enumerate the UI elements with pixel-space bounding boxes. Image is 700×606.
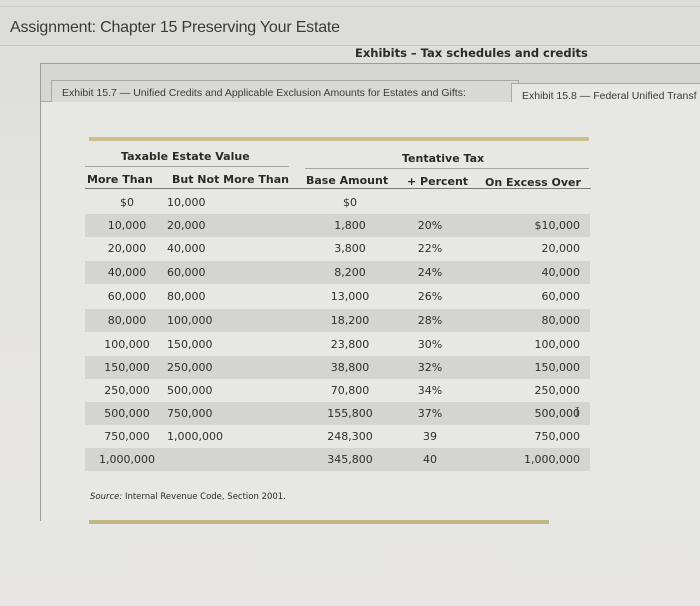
cell-percent: 24% xyxy=(417,266,443,279)
cell-but-not-more-than: 100,000 xyxy=(167,314,213,327)
group-header-underline xyxy=(85,166,289,167)
cell-more-than: 10,000 xyxy=(107,219,147,232)
cell-base-amount: 155,800 xyxy=(327,407,373,420)
assignment-title: Assignment: Chapter 15 Preserving Your E… xyxy=(10,19,340,36)
table-row: 20,000 40,000 3,800 22% 20,000 xyxy=(85,237,590,260)
cell-on-excess-over: 750,000 xyxy=(534,430,581,443)
exhibit-content: Taxable Estate Value Tentative Tax More … xyxy=(41,102,700,524)
cell-more-than: $0 xyxy=(120,196,134,209)
cell-percent: 26% xyxy=(417,290,443,303)
cell-percent: 30% xyxy=(417,338,443,351)
cell-base-amount: 1,800 xyxy=(334,219,366,232)
table-row: 250,000 500,000 70,800 34% 250,000 xyxy=(85,379,590,402)
table-row: 150,000 250,000 38,800 32% 150,000 xyxy=(85,356,590,379)
cell-base-amount: 13,000 xyxy=(330,290,370,303)
table-row: 80,000 100,000 18,200 28% 80,000 xyxy=(85,309,590,332)
column-header-on-excess-over: On Excess Over xyxy=(485,176,581,189)
cell-percent: 28% xyxy=(417,314,443,327)
cell-more-than: 60,000 xyxy=(107,290,147,303)
cell-base-amount: 3,800 xyxy=(334,242,366,255)
top-accent-rule xyxy=(89,137,589,141)
cell-on-excess-over: 60,000 xyxy=(541,290,581,303)
cell-on-excess-over: 1,000,000 xyxy=(524,453,580,466)
group-header-tentative-tax: Tentative Tax xyxy=(402,152,485,165)
cell-percent: 20% xyxy=(417,219,443,232)
cell-percent: 37% xyxy=(417,407,443,420)
source-text: Internal Revenue Code, Section 2001. xyxy=(122,492,286,502)
cell-more-than: 80,000 xyxy=(107,314,147,327)
cell-more-than: 250,000 xyxy=(104,384,150,397)
column-header-percent: + Percent xyxy=(407,175,469,188)
source-note: Source: Internal Revenue Code, Section 2… xyxy=(90,492,286,502)
cell-on-excess-over: 150,000 xyxy=(534,361,581,374)
cell-base-amount: 18,200 xyxy=(330,314,370,327)
text-cursor-icon: I xyxy=(575,405,580,419)
cell-on-excess-over: 40,000 xyxy=(541,266,581,279)
cell-but-not-more-than: 150,000 xyxy=(167,338,213,351)
cell-more-than: 150,000 xyxy=(104,361,150,374)
table-row: 100,000 150,000 23,800 30% 100,000 xyxy=(85,333,590,356)
cell-percent: 40 xyxy=(423,453,437,466)
exhibit-panel: Exhibit 15.7 — Unified Credits and Appli… xyxy=(40,63,700,524)
cell-percent: 34% xyxy=(417,384,443,397)
cell-more-than: 750,000 xyxy=(104,430,150,443)
exhibits-heading: Exhibits – Tax schedules and credits xyxy=(355,46,588,60)
cell-but-not-more-than: 80,000 xyxy=(167,290,206,303)
header-bottom-rule xyxy=(85,188,591,189)
cell-but-not-more-than: 250,000 xyxy=(167,361,213,374)
cell-percent: 39 xyxy=(423,430,437,443)
cell-base-amount: $0 xyxy=(343,196,357,209)
cell-on-excess-over: $10,000 xyxy=(534,219,581,232)
table-row: 40,000 60,000 8,200 24% 40,000 xyxy=(85,261,590,284)
cell-base-amount: 8,200 xyxy=(334,266,366,279)
cell-base-amount: 38,800 xyxy=(330,361,370,374)
cell-but-not-more-than: 1,000,000 xyxy=(167,430,223,443)
table-row: $0 10,000 $0 xyxy=(85,191,590,214)
column-header-but-not-more-than: But Not More Than xyxy=(172,173,289,186)
cell-more-than: 1,000,000 xyxy=(99,453,155,466)
cell-but-not-more-than: 750,000 xyxy=(167,407,213,420)
cell-on-excess-over: 100,000 xyxy=(534,338,581,351)
cell-but-not-more-than: 10,000 xyxy=(167,196,206,209)
cell-more-than: 40,000 xyxy=(107,266,147,279)
cell-base-amount: 345,800 xyxy=(327,453,373,466)
cell-percent: 22% xyxy=(417,242,443,255)
cell-base-amount: 248,300 xyxy=(327,430,373,443)
bottom-accent-rule xyxy=(89,520,549,524)
group-header-underline xyxy=(305,168,589,169)
cell-but-not-more-than: 40,000 xyxy=(167,242,206,255)
cell-but-not-more-than: 20,000 xyxy=(167,219,206,232)
table-row: 750,000 1,000,000 248,300 39 750,000 xyxy=(85,425,590,448)
table-row: 10,000 20,000 1,800 20% $10,000 xyxy=(85,214,590,237)
assignment-title-bar: Assignment: Chapter 15 Preserving Your E… xyxy=(0,6,700,46)
cell-on-excess-over: 80,000 xyxy=(541,314,581,327)
cell-base-amount: 23,800 xyxy=(330,338,370,351)
column-header-base-amount: Base Amount xyxy=(306,174,389,187)
cell-more-than: 100,000 xyxy=(104,338,150,351)
cell-on-excess-over: 20,000 xyxy=(541,242,581,255)
column-header-more-than: More Than xyxy=(87,173,153,186)
cell-on-excess-over: 500,000 xyxy=(534,407,581,420)
table-row: 1,000,000 345,800 40 1,000,000 xyxy=(85,448,590,471)
cell-but-not-more-than: 60,000 xyxy=(167,266,206,279)
cell-base-amount: 70,800 xyxy=(330,384,370,397)
tab-exhibit-15-7[interactable]: Exhibit 15.7 — Unified Credits and Appli… xyxy=(51,80,519,104)
group-header-taxable-estate-value: Taxable Estate Value xyxy=(121,150,250,163)
cell-but-not-more-than: 500,000 xyxy=(167,384,213,397)
cell-more-than: 20,000 xyxy=(107,242,147,255)
source-label: Source: xyxy=(90,492,123,502)
table-row: 60,000 80,000 13,000 26% 60,000 xyxy=(85,285,590,308)
cell-more-than: 500,000 xyxy=(104,407,150,420)
cell-on-excess-over: 250,000 xyxy=(534,384,581,397)
table-row: 500,000 750,000 155,800 37% 500,000 I xyxy=(85,402,590,425)
cell-percent: 32% xyxy=(417,361,443,374)
exhibit-tab-strip: Exhibit 15.7 — Unified Credits and Appli… xyxy=(41,64,700,107)
